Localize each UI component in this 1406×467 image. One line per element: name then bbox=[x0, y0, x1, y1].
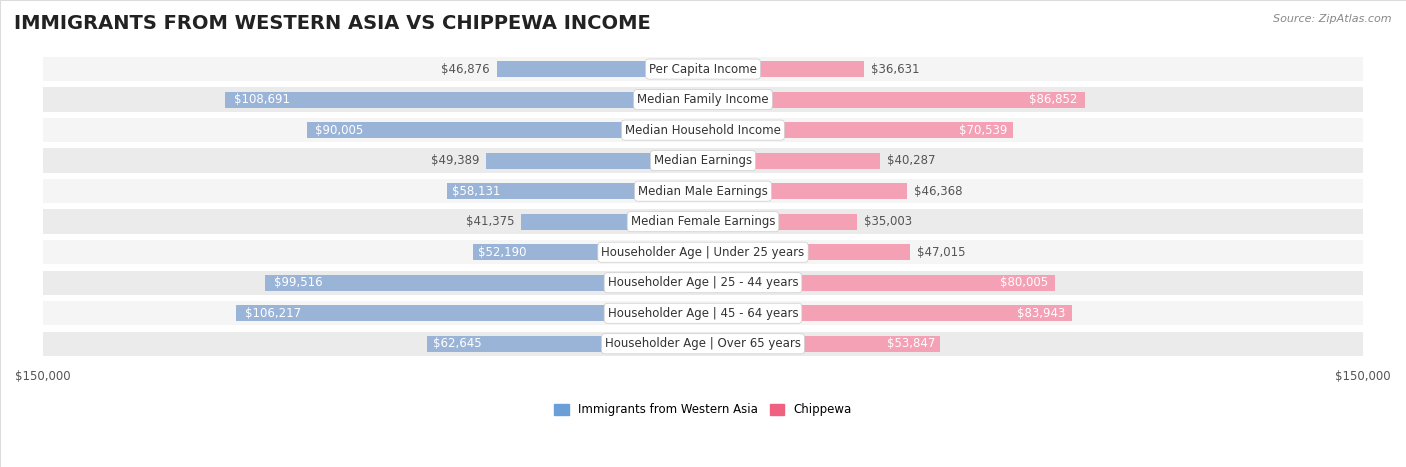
Bar bbox=[520, 214, 703, 230]
Text: IMMIGRANTS FROM WESTERN ASIA VS CHIPPEWA INCOME: IMMIGRANTS FROM WESTERN ASIA VS CHIPPEWA… bbox=[14, 14, 651, 33]
Bar bbox=[703, 61, 865, 77]
Text: $86,852: $86,852 bbox=[1029, 93, 1077, 106]
Text: $80,005: $80,005 bbox=[1000, 276, 1047, 289]
Bar bbox=[42, 57, 1364, 81]
Text: Source: ZipAtlas.com: Source: ZipAtlas.com bbox=[1274, 14, 1392, 24]
Bar bbox=[307, 122, 703, 138]
Bar bbox=[42, 270, 1364, 295]
Bar bbox=[427, 336, 703, 352]
Bar bbox=[703, 153, 880, 169]
Bar bbox=[42, 210, 1364, 234]
Bar bbox=[264, 275, 703, 290]
Text: Householder Age | 25 - 44 years: Householder Age | 25 - 44 years bbox=[607, 276, 799, 289]
Text: Median Household Income: Median Household Income bbox=[626, 124, 780, 137]
Text: Median Earnings: Median Earnings bbox=[654, 154, 752, 167]
Bar bbox=[703, 92, 1085, 107]
Bar bbox=[703, 275, 1054, 290]
Text: Median Male Earnings: Median Male Earnings bbox=[638, 184, 768, 198]
Bar bbox=[703, 183, 907, 199]
Bar bbox=[42, 240, 1364, 264]
Text: $70,539: $70,539 bbox=[959, 124, 1007, 137]
Text: $41,375: $41,375 bbox=[465, 215, 515, 228]
Bar bbox=[703, 336, 941, 352]
Bar bbox=[42, 87, 1364, 112]
Bar bbox=[447, 183, 703, 199]
Bar bbox=[485, 153, 703, 169]
Text: $108,691: $108,691 bbox=[235, 93, 290, 106]
Text: $53,847: $53,847 bbox=[887, 337, 935, 350]
Legend: Immigrants from Western Asia, Chippewa: Immigrants from Western Asia, Chippewa bbox=[554, 403, 852, 417]
Text: $49,389: $49,389 bbox=[430, 154, 479, 167]
Text: Median Family Income: Median Family Income bbox=[637, 93, 769, 106]
Text: Per Capita Income: Per Capita Income bbox=[650, 63, 756, 76]
Bar bbox=[703, 305, 1073, 321]
Bar bbox=[703, 244, 910, 260]
Text: $47,015: $47,015 bbox=[917, 246, 965, 259]
Bar bbox=[703, 122, 1014, 138]
Text: Median Female Earnings: Median Female Earnings bbox=[631, 215, 775, 228]
Bar bbox=[42, 149, 1364, 173]
Text: $106,217: $106,217 bbox=[245, 307, 301, 320]
Bar bbox=[236, 305, 703, 321]
Text: $52,190: $52,190 bbox=[478, 246, 526, 259]
Bar bbox=[42, 179, 1364, 203]
Bar bbox=[703, 214, 858, 230]
Bar bbox=[496, 61, 703, 77]
Text: Householder Age | Over 65 years: Householder Age | Over 65 years bbox=[605, 337, 801, 350]
Text: $36,631: $36,631 bbox=[870, 63, 920, 76]
Text: $83,943: $83,943 bbox=[1017, 307, 1066, 320]
Bar bbox=[225, 92, 703, 107]
Text: Householder Age | Under 25 years: Householder Age | Under 25 years bbox=[602, 246, 804, 259]
Text: $90,005: $90,005 bbox=[315, 124, 363, 137]
Bar bbox=[42, 118, 1364, 142]
Bar bbox=[42, 332, 1364, 356]
Text: $58,131: $58,131 bbox=[453, 184, 501, 198]
Text: Householder Age | 45 - 64 years: Householder Age | 45 - 64 years bbox=[607, 307, 799, 320]
Bar bbox=[42, 301, 1364, 325]
Text: $35,003: $35,003 bbox=[863, 215, 911, 228]
Text: $62,645: $62,645 bbox=[433, 337, 481, 350]
Text: $40,287: $40,287 bbox=[887, 154, 935, 167]
Text: $46,368: $46,368 bbox=[914, 184, 962, 198]
Text: $46,876: $46,876 bbox=[441, 63, 491, 76]
Bar bbox=[474, 244, 703, 260]
Text: $99,516: $99,516 bbox=[274, 276, 322, 289]
